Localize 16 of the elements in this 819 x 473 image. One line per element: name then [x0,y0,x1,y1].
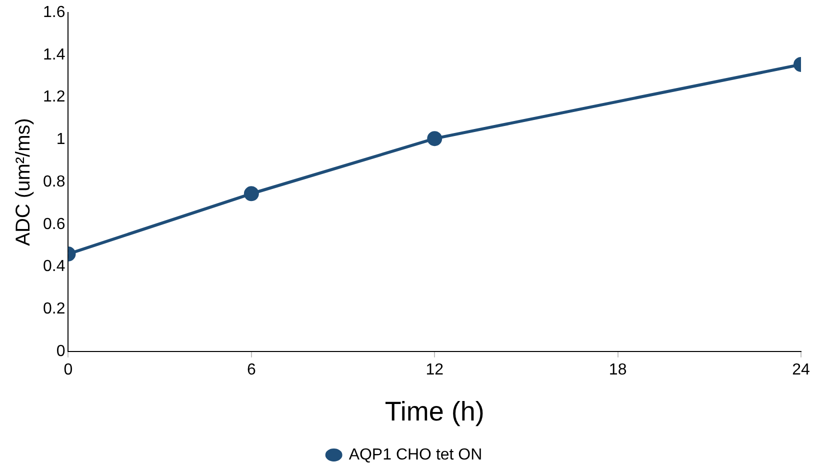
y-tick-label: 0.8 [42,173,66,190]
y-tick-label: 0.6 [42,216,66,233]
y-tick-label: 1 [56,131,66,148]
y-tick-label: 1.6 [42,4,66,22]
y-tick-label: 0.2 [42,300,66,318]
y-tick-label: 0.4 [42,258,66,276]
x-tick-label: 24 [792,361,810,378]
y-axis-title: ADC (um²/ms) [12,118,35,246]
x-axis-title: Time (h) [384,396,484,426]
y-tick-label: 1.4 [42,46,66,64]
y-tick-label: 1.2 [42,88,66,106]
legend-label: AQP1 CHO tet ON [348,446,482,464]
x-tick-label: 6 [246,361,256,378]
y-tick-label: 0 [56,342,66,360]
x-tick-label: 12 [426,361,444,378]
x-tick-label: 18 [608,361,627,378]
